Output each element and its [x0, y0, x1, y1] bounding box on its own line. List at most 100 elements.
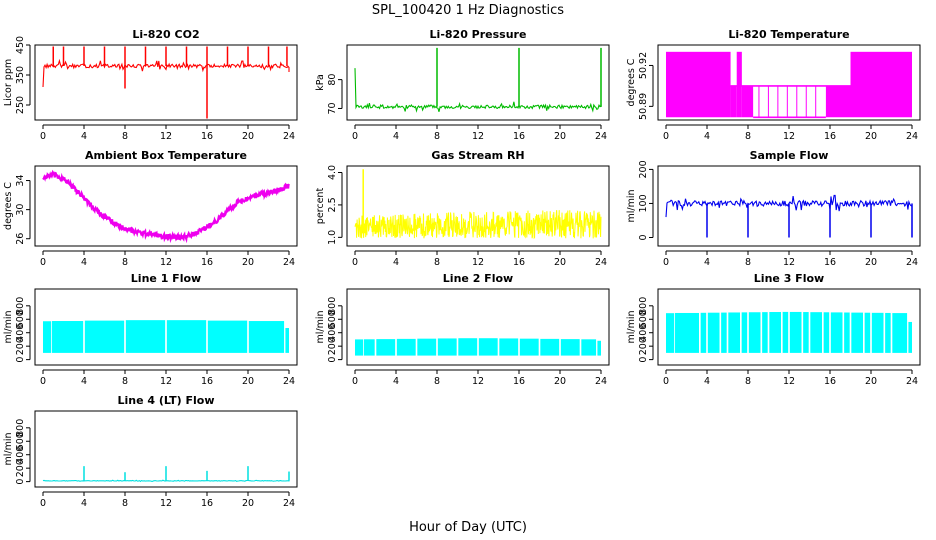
panel-box_temp: Ambient Box Temperature 0 4 8 12 16 20 24 26 30 34…	[3, 149, 298, 268]
y-tick-label: 0	[15, 479, 26, 485]
level-high-segment	[850, 51, 912, 118]
x-tick-label: 24	[906, 257, 918, 268]
x-tick-label: 16	[201, 131, 213, 142]
level-mid-segment	[825, 85, 851, 118]
flow-block	[355, 339, 364, 356]
flow-block	[789, 311, 802, 353]
x-tick-label: 24	[906, 376, 918, 387]
x-tick-label: 4	[81, 131, 87, 142]
plot-frame	[34, 410, 298, 488]
flow-block	[248, 321, 285, 353]
y-tick-label: 0	[15, 357, 26, 363]
y-tick-label: 800	[15, 419, 26, 437]
x-tick-label: 16	[201, 257, 213, 268]
panel-title: Li-820 Pressure	[430, 28, 527, 41]
plot-frame	[657, 165, 921, 247]
y-tick-label: 26	[15, 233, 26, 245]
x-tick-label: 4	[81, 257, 87, 268]
x-tick-label: 20	[865, 376, 877, 387]
y-tick-label: 800	[327, 297, 338, 315]
y-tick-label: 450	[15, 36, 26, 54]
x-tick-label: 12	[472, 376, 484, 387]
x-axis: 0 4 8 12 16 20 24	[352, 250, 607, 268]
x-tick-label: 12	[783, 131, 795, 142]
x-tick-label: 4	[393, 376, 399, 387]
y-tick-label: 0	[327, 357, 338, 363]
flow-block	[478, 338, 498, 356]
y-axis-label: degrees C	[626, 58, 637, 106]
y-axis-label: kPa	[315, 74, 326, 91]
x-tick-label: 24	[283, 376, 295, 387]
flow-block	[748, 312, 761, 353]
flow-block	[803, 312, 809, 353]
flow-block	[84, 320, 125, 353]
plot-frame	[346, 288, 610, 366]
flow-block	[810, 312, 823, 353]
plot-frame	[657, 44, 921, 121]
x-axis: 0 4 8 12 16 20 24	[40, 491, 295, 509]
data-series-box_temp	[42, 169, 290, 244]
y-axis: 250 350 450	[15, 36, 31, 114]
panel-title: Line 2 Flow	[443, 272, 513, 285]
x-tick-label: 16	[513, 257, 525, 268]
flow-block	[782, 311, 789, 353]
y-axis-label: ml/min	[626, 189, 637, 222]
x-tick-label: 0	[663, 257, 669, 268]
y-tick-label: 400	[15, 446, 26, 464]
flow-block	[844, 312, 850, 353]
flow-block	[762, 312, 768, 353]
x-tick-label: 24	[595, 257, 607, 268]
x-tick-label: 20	[242, 131, 254, 142]
flow-block	[519, 338, 539, 356]
x-tick-label: 8	[745, 131, 751, 142]
x-tick-label: 20	[242, 498, 254, 509]
flow-block	[43, 321, 52, 353]
x-tick-label: 20	[242, 257, 254, 268]
y-tick-label: 400	[327, 324, 338, 342]
x-tick-label: 8	[122, 376, 128, 387]
y-tick-label: 600	[638, 310, 649, 328]
y-tick-label: 600	[15, 432, 26, 450]
y-axis-label: percent	[315, 188, 326, 225]
y-axis: 70 80	[327, 74, 343, 115]
x-tick-label: 16	[201, 376, 213, 387]
x-tick-label: 0	[352, 376, 358, 387]
series-line	[354, 210, 602, 240]
x-tick-label: 0	[663, 131, 669, 142]
flow-block	[728, 312, 741, 353]
panel-line1: Line 1 Flow 0 4 8 12 16 20 24 0 200400600800ml/mi…	[3, 272, 298, 387]
x-tick-label: 4	[81, 376, 87, 387]
level-high-segment	[666, 51, 731, 118]
x-tick-label: 4	[704, 131, 710, 142]
flow-block	[830, 312, 843, 353]
flow-block	[675, 312, 700, 353]
x-tick-label: 16	[824, 257, 836, 268]
y-axis-label: degrees C	[3, 182, 14, 230]
plot-frame	[34, 288, 298, 366]
flow-block	[458, 338, 478, 356]
y-tick-label: 400	[638, 324, 649, 342]
panel-licor_temp: Li-820 Temperature 0 4 8 12 16 20 24 50.89 50.92d…	[626, 28, 921, 142]
x-axis: 0 4 8 12 16 20 24	[40, 124, 295, 142]
flow-block	[52, 321, 84, 353]
data-series-pressure	[354, 47, 602, 113]
x-tick-label: 16	[824, 131, 836, 142]
y-axis: 0 100 200	[638, 160, 654, 241]
x-tick-label: 8	[122, 498, 128, 509]
flow-block	[892, 313, 908, 353]
flow-block	[499, 338, 519, 356]
x-tick-label: 8	[434, 131, 440, 142]
x-axis: 0 4 8 12 16 20 24	[663, 369, 918, 387]
panel-title: Line 4 (LT) Flow	[118, 394, 215, 407]
data-series-line1	[43, 320, 289, 353]
x-tick-label: 16	[513, 376, 525, 387]
x-tick-label: 12	[160, 376, 172, 387]
flow-block	[376, 339, 396, 356]
y-tick-label: 50.89	[638, 93, 649, 120]
